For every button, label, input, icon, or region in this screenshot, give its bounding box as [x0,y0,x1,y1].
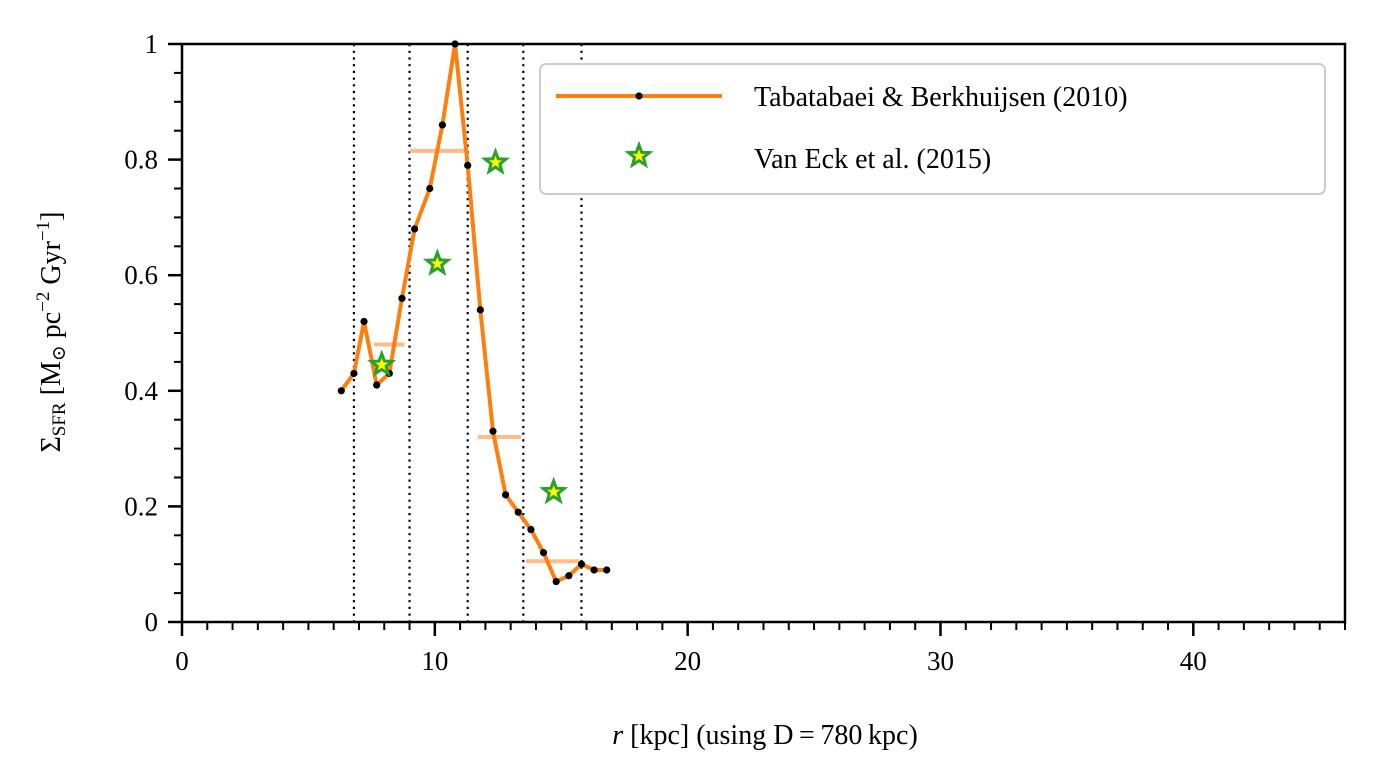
data-point-tabatabaei [426,184,434,193]
y-axis-title-unit-a: [M [36,361,67,402]
y-tick-label: 0.2 [124,491,158,521]
data-point-tabatabaei [489,427,497,435]
data-point-tabatabaei [464,161,472,169]
legend-line-marker [635,92,643,100]
y-tick-label: 0.6 [124,260,158,290]
data-point-vaneck [367,349,397,378]
data-point-tabatabaei [411,225,419,233]
y-axis-title-sigma: Σ [36,436,67,452]
data-point-tabatabaei [438,121,447,129]
data-point-tabatabaei [590,566,598,574]
y-axis-title-unit-c: Gyr [36,240,67,291]
data-point-tabatabaei [337,387,345,395]
legend-label-vaneck: Van Eck et al. (2015) [754,144,991,175]
series-line-tabatabaei [339,42,607,584]
data-point-tabatabaei [476,306,484,314]
data-point-tabatabaei [502,491,510,499]
x-tick-label: 0 [175,646,189,676]
data-point-tabatabaei [552,577,560,586]
data-point-tabatabaei [603,566,611,574]
y-axis-title-unit-b: pc [36,312,67,345]
x-axis-title-text: [kpc] (using D = 780 kpc) [623,720,918,751]
x-tick-label: 10 [421,646,448,676]
x-tick-label: 30 [927,646,954,676]
y-axis-title-unit-d: ] [36,211,67,220]
y-tick-label: 0.4 [124,376,158,406]
y-axis-title-sun: ⊙ [49,345,70,361]
plot-area [337,40,611,622]
y-tick-label: 0.8 [124,145,158,175]
data-point-tabatabaei [577,560,586,568]
x-tick-label: 20 [674,646,701,676]
data-point-tabatabaei [527,525,535,534]
legend-frame [539,63,1326,195]
legend-label-tabatabaei: Tabatabaei & Berkhuijsen (2010) [754,82,1128,113]
y-tick-label: 1 [145,29,159,59]
legend-star-marker [624,140,654,169]
legend: Tabatabaei & Berkhuijsen (2010) Van Eck … [539,63,1326,195]
y-axis-title-subscript: SFR [49,402,70,436]
y-tick-label: 0 [145,607,159,637]
x-tick-label: 40 [1180,646,1207,676]
data-point-tabatabaei [539,549,548,557]
y-axis-title: ΣSFR [M⊙ pc−2 Gyr−1] [33,211,70,452]
data-point-tabatabaei [360,317,368,326]
data-point-tabatabaei [514,508,522,516]
data-point-vaneck [480,147,511,175]
data-point-tabatabaei [373,381,381,389]
y-axis-title-exp2: −1 [33,221,54,241]
x-axis-title-symbol: r [612,720,623,751]
data-point-vaneck [422,248,452,277]
data-point-tabatabaei [350,369,358,378]
data-point-vaneck [539,476,569,505]
y-axis-title-exp1: −2 [33,292,54,312]
data-point-tabatabaei [565,572,573,580]
x-axis-title: r [kpc] (using D = 780 kpc) [612,720,918,751]
axes: 0 10 20 30 40 0 0.2 0.4 0.6 0.8 1 [124,29,1347,676]
data-point-tabatabaei [398,294,406,302]
